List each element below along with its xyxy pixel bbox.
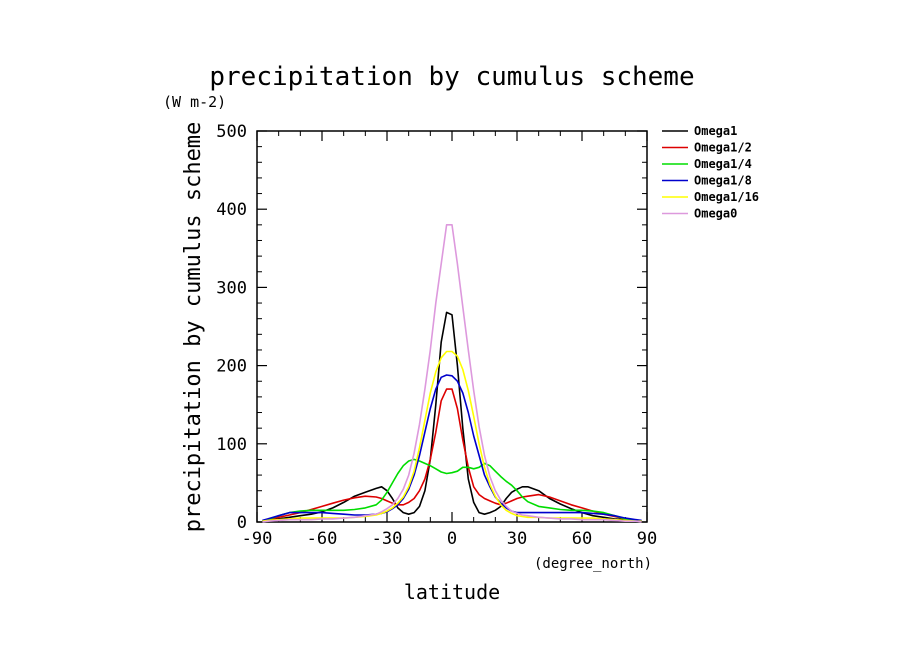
series-line-omega1-16 xyxy=(262,350,642,523)
legend-label: Omega1/4 xyxy=(694,157,752,171)
plot-frame xyxy=(256,130,648,523)
y-tick-label: 200 xyxy=(216,357,247,377)
chart-title: precipitation by cumulus scheme xyxy=(209,62,694,92)
x-tick-label: 90 xyxy=(637,529,657,549)
legend: Omega1 Omega1/2 Omega1/4 Omega1/8 Omega1/16 O… xyxy=(662,124,759,221)
x-tick-label: -30 xyxy=(372,529,403,549)
y-tick-label: 0 xyxy=(237,513,247,533)
series-lines xyxy=(262,224,642,523)
series-line-omega1-8 xyxy=(262,374,642,522)
x-tick-label: 60 xyxy=(572,529,592,549)
legend-label: Omega1/8 xyxy=(694,174,752,188)
x-axis-label: latitude xyxy=(404,580,500,604)
x-units-label: (degree_north) xyxy=(534,556,652,572)
y-tick-label: 100 xyxy=(216,435,247,455)
x-tick-label: 30 xyxy=(507,529,527,549)
series-line-omega1-2 xyxy=(262,388,642,522)
y-axis-label: precipitation by cumulus scheme xyxy=(181,122,206,533)
y-tick-label: 500 xyxy=(216,122,247,142)
series-line-omega1-4 xyxy=(262,458,642,522)
x-tick-label: -60 xyxy=(307,529,338,549)
legend-label: Omega0 xyxy=(694,207,737,221)
y-units-label: (W m-2) xyxy=(163,93,226,111)
legend-label: Omega1/2 xyxy=(694,141,752,155)
series-line-omega1 xyxy=(262,311,642,522)
legend-label: Omega1/16 xyxy=(694,190,759,204)
legend-label: Omega1 xyxy=(694,124,737,138)
y-tick-label: 400 xyxy=(216,200,247,220)
x-tick-label: 0 xyxy=(447,529,457,549)
y-tick-label: 300 xyxy=(216,278,247,298)
series-line-omega0 xyxy=(262,224,642,523)
axes: -90 -60 -30 0 30 60 90 0 100 200 300 400 500 xyxy=(216,122,657,549)
x-tick-label: -90 xyxy=(242,529,273,549)
